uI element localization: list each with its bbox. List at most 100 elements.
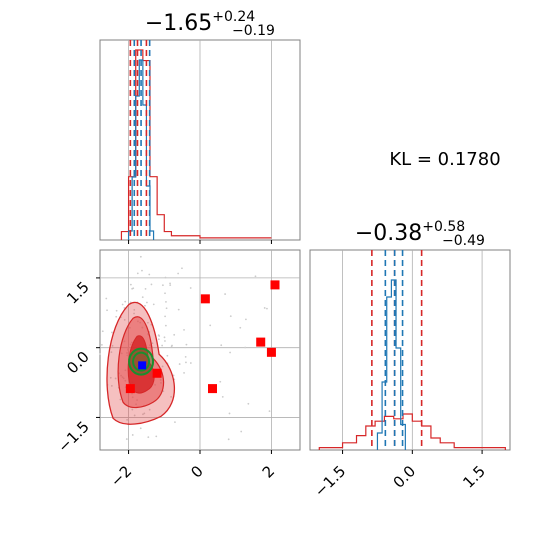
- sample-dot: [100, 343, 103, 346]
- sample-dot: [126, 418, 129, 421]
- sample-dot: [169, 284, 172, 287]
- title-2-plus: +0.58: [422, 219, 465, 235]
- sample-dot: [123, 318, 126, 321]
- x-tick-label: 0: [187, 462, 206, 481]
- sample-dot: [125, 438, 128, 440]
- sample-dot: [184, 355, 187, 358]
- sample-dot: [124, 300, 127, 303]
- x-tick-label: 2: [259, 462, 278, 481]
- sample-dot: [209, 324, 212, 327]
- sample-dot: [139, 427, 142, 430]
- sample-dot: [147, 321, 149, 324]
- sample-dot: [161, 284, 164, 287]
- sample-dot: [121, 303, 124, 306]
- sample-dot: [111, 344, 114, 347]
- sample-dot: [110, 351, 113, 354]
- title-1-minus: −0.19: [232, 23, 275, 39]
- sample-dot: [105, 297, 108, 300]
- title-2-minus: −0.49: [442, 233, 485, 249]
- sample-dot: [131, 434, 134, 436]
- title-2-median: −0.38: [355, 221, 422, 246]
- y-tick-label: 0.0: [63, 348, 93, 378]
- joint-scatter-panel: −2 0 2 1.5 0.0 −1.5: [54, 249, 301, 490]
- sample-dot: [101, 330, 104, 333]
- sample-dot: [133, 414, 136, 417]
- sample-dot: [263, 307, 266, 309]
- hist-series-red: [120, 49, 272, 240]
- sample-dot: [171, 344, 173, 347]
- marginal-hist-param-1: −1.65+0.24 −0.19: [99, 9, 301, 244]
- sample-dot: [129, 283, 132, 286]
- y-tick-label: −1.5: [54, 418, 92, 456]
- sample-dot: [114, 377, 117, 380]
- kl-annotation: KL = 0.1780: [389, 149, 500, 170]
- sample-dot: [229, 315, 232, 318]
- sample-dot: [106, 309, 108, 312]
- x-tick-label: −1.5: [311, 462, 349, 500]
- sample-dot: [220, 344, 223, 347]
- sample-dot: [228, 412, 231, 415]
- sample-dot: [146, 301, 148, 304]
- sample-dot: [141, 296, 144, 299]
- sample-dot: [174, 421, 176, 423]
- sample-dot: [229, 351, 231, 354]
- sample-dot: [164, 292, 166, 295]
- marginal-hist-param-2: −1.5 0.0 1.5 −0.38+0.58 −0.49: [309, 219, 511, 501]
- red-square-point: [208, 384, 217, 394]
- sample-dot: [119, 398, 122, 401]
- sample-dot: [165, 307, 168, 310]
- sample-dot: [227, 438, 230, 441]
- sample-dot: [164, 340, 166, 342]
- marginal-hist-2-title: −0.38+0.58: [355, 219, 465, 246]
- sample-dot: [147, 436, 150, 439]
- sample-dot: [224, 293, 227, 295]
- sample-dot: [111, 331, 113, 334]
- red-square-point: [266, 347, 276, 357]
- sample-dot: [244, 346, 247, 349]
- sample-dot: [141, 269, 143, 272]
- sample-dot: [161, 365, 164, 368]
- sample-dot: [150, 283, 153, 286]
- red-square-point: [270, 280, 280, 290]
- sample-dot: [152, 303, 155, 306]
- sample-dot: [142, 413, 144, 416]
- sample-dot: [189, 287, 192, 289]
- sample-dot: [99, 353, 101, 355]
- sample-dot: [115, 309, 118, 312]
- sample-dot: [157, 334, 160, 337]
- x-tick-label: −2: [107, 462, 135, 490]
- sample-dot: [163, 336, 166, 339]
- sample-dot: [144, 304, 146, 307]
- sample-dot: [247, 402, 250, 405]
- sample-dot: [133, 308, 136, 311]
- sample-dot: [131, 408, 134, 411]
- sample-dot: [148, 408, 151, 411]
- hist-series-red: [318, 413, 506, 450]
- sample-dot: [170, 395, 173, 398]
- sample-dot: [189, 362, 192, 364]
- sample-dot: [151, 342, 154, 345]
- red-square-point: [256, 337, 266, 347]
- blue-marker: [138, 361, 147, 370]
- contour-green-inner: [132, 351, 151, 372]
- sample-dot: [155, 435, 158, 438]
- marginal-hist-1-title: −1.65+0.24: [145, 9, 255, 36]
- sample-dot: [165, 300, 167, 303]
- x-tick-label: 1.5: [459, 462, 489, 492]
- sample-dot: [164, 324, 167, 327]
- sample-dot: [245, 318, 247, 321]
- sample-dot: [185, 343, 188, 346]
- sample-dot: [131, 287, 134, 290]
- sample-dot: [268, 410, 271, 413]
- x-tick-label: 0.0: [390, 462, 420, 492]
- sample-dot: [239, 326, 242, 329]
- sample-dot: [136, 272, 139, 275]
- sample-dot: [169, 282, 171, 285]
- sample-dot: [144, 288, 147, 290]
- sample-dot: [181, 267, 183, 270]
- sample-dot: [266, 307, 268, 310]
- joint-panel-red-squares: [125, 280, 280, 394]
- sample-dot: [219, 380, 222, 383]
- marginal-hist-2-quantile-lines: [371, 250, 423, 450]
